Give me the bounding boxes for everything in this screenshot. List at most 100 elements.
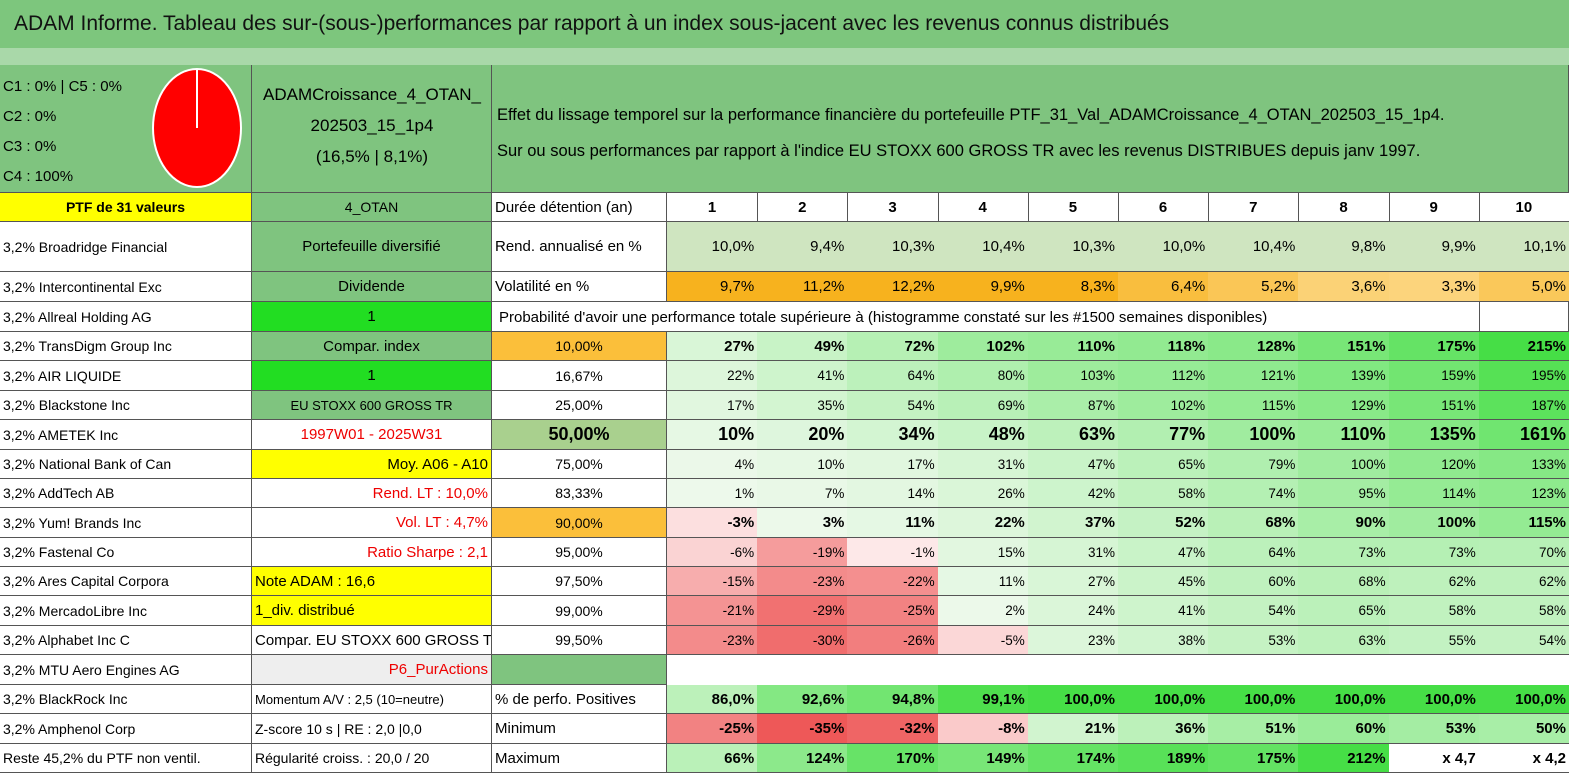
volatility-value: 12,2% — [847, 272, 939, 302]
percentile-label: 25,00% — [492, 391, 667, 420]
volatility-value: 3,3% — [1388, 272, 1480, 302]
volatility-value: 9,9% — [937, 272, 1029, 302]
description-cell — [492, 65, 1569, 193]
percentile-value: 23% — [1027, 626, 1119, 655]
minimum-value: -8% — [937, 714, 1029, 744]
holding: 3,2% Alphabet Inc C — [0, 626, 252, 655]
holding: 3,2% Amphenol Corp — [0, 714, 252, 744]
percentile-value: 68% — [1208, 508, 1300, 538]
annual-return-value: 9,4% — [757, 222, 849, 272]
percentile-value: 17% — [847, 450, 939, 479]
percentile-value: 54% — [1208, 596, 1300, 626]
indicator: 1997W01 - 2025W31 — [252, 420, 492, 450]
period-header: 4 — [937, 193, 1029, 222]
percentile-value: -6% — [667, 538, 759, 567]
minimum-value: 36% — [1118, 714, 1210, 744]
positive-share-value: 94,8% — [847, 685, 939, 714]
percentile-value: 31% — [1027, 538, 1119, 567]
legend-item: C2 : 0% — [3, 107, 57, 125]
period-header: 8 — [1298, 193, 1390, 222]
percentile-value: 2% — [937, 596, 1029, 626]
percentile-value: 80% — [937, 361, 1029, 391]
percentile-label: 99,00% — [492, 596, 667, 626]
percentile-value: -3% — [667, 508, 759, 538]
period-header: 9 — [1388, 193, 1480, 222]
portfolio-name: (16,5% | 8,1%) — [315, 147, 429, 166]
percentile-value: 175% — [1388, 332, 1480, 361]
percentile-value: 26% — [937, 479, 1029, 508]
indicator: 1_div. distribué — [252, 596, 492, 626]
percentile-value: 58% — [1118, 479, 1210, 508]
positive-share-label: % de perfo. Positives — [492, 685, 667, 714]
percentile-value: 70% — [1478, 538, 1569, 567]
period-header: 7 — [1208, 193, 1300, 222]
percentile-value: 54% — [1478, 626, 1569, 655]
percentile-value: 53% — [1208, 626, 1300, 655]
minimum-value: -25% — [667, 714, 759, 744]
percentile-value: 79% — [1208, 450, 1300, 479]
maximum-value: 189% — [1118, 744, 1210, 773]
percentile-value: 62% — [1478, 567, 1569, 596]
percentile-value: 22% — [937, 508, 1029, 538]
percentile-value: 55% — [1388, 626, 1480, 655]
percentile-value: 45% — [1118, 567, 1210, 596]
percentile-value: 68% — [1298, 567, 1390, 596]
percentile-value: 72% — [847, 332, 939, 361]
holding: 3,2% TransDigm Group Inc — [0, 332, 252, 361]
percentile-value: 103% — [1027, 361, 1119, 391]
period-header: 6 — [1118, 193, 1210, 222]
minimum-value: 60% — [1298, 714, 1390, 744]
percentile-value: 14% — [847, 479, 939, 508]
percentile-value: 31% — [937, 450, 1029, 479]
maximum-value: 170% — [847, 744, 939, 773]
percentile-value: 63% — [1027, 420, 1119, 450]
annual-return-label: Rend. annualisé en % — [492, 222, 667, 272]
description: Effet du lissage temporel sur la perform… — [497, 105, 1445, 124]
legend-item: C1 : 0% | C5 : 0% — [3, 77, 122, 95]
legend-item: C4 : 100% — [3, 167, 74, 185]
maximum-value: x 4,7 — [1388, 744, 1480, 773]
volatility-value: 3,6% — [1298, 272, 1390, 302]
minimum-value: 51% — [1208, 714, 1300, 744]
probability-title: Probabilité d'avoir une performance tota… — [499, 308, 1268, 326]
percentile-value: 62% — [1388, 567, 1480, 596]
percentile-value: 47% — [1118, 538, 1210, 567]
percentile-value: -5% — [937, 626, 1029, 655]
period-header: 1 — [667, 193, 759, 222]
percentile-value: 73% — [1298, 538, 1390, 567]
percentile-value: -30% — [757, 626, 849, 655]
percentile-value: 114% — [1388, 479, 1480, 508]
holding: 3,2% AIR LIQUIDE — [0, 361, 252, 391]
percentile-value: -23% — [667, 626, 759, 655]
percentile-value: -21% — [667, 596, 759, 626]
indicator: Dividende — [252, 272, 492, 302]
indicator: Régularité croiss. : 20,0 / 20 — [252, 744, 492, 773]
percentile-value: 74% — [1208, 479, 1300, 508]
percentile-value: 27% — [1027, 567, 1119, 596]
percentile-value: 77% — [1118, 420, 1210, 450]
percentile-value: 102% — [1118, 391, 1210, 420]
percentile-value: 110% — [1027, 332, 1119, 361]
percentile-value: 120% — [1388, 450, 1480, 479]
percentile-value: 139% — [1298, 361, 1390, 391]
percentile-value: 11% — [937, 567, 1029, 596]
percentile-value: 187% — [1478, 391, 1569, 420]
percentile-value: -1% — [847, 538, 939, 567]
percentile-value: 64% — [847, 361, 939, 391]
positive-share-value: 92,6% — [757, 685, 849, 714]
maximum-label: Maximum — [492, 744, 667, 773]
percentile-value: 215% — [1478, 332, 1569, 361]
portfolio-count: PTF de 31 valeurs — [0, 193, 252, 222]
percentile-value: 65% — [1118, 450, 1210, 479]
percentile-value: 17% — [667, 391, 759, 420]
minimum-value: 53% — [1388, 714, 1480, 744]
percentile-value: 161% — [1478, 420, 1569, 450]
percentile-value: 64% — [1208, 538, 1300, 567]
percentile-value: 34% — [847, 420, 939, 450]
percentile-value: 102% — [937, 332, 1029, 361]
percentile-value: 73% — [1388, 538, 1480, 567]
minimum-value: 50% — [1478, 714, 1569, 744]
holding: 3,2% Broadridge Financial — [0, 222, 252, 272]
percentile-value: -23% — [757, 567, 849, 596]
